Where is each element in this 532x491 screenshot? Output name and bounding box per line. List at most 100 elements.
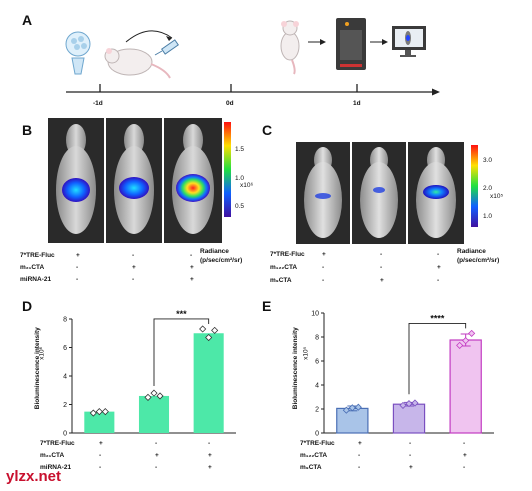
timeline-illustration [65,18,440,96]
d-ytick-label-1: 2 [63,402,67,409]
c-mark-3-1: - [322,277,325,284]
e-ylabel: Bioluminescence intensity [291,327,299,410]
d-ytick-label-3: 6 [63,345,67,352]
panel-letter-d: D [22,298,33,314]
e-row-label-1: 7*TRE-Fluc [300,440,335,447]
b-mark-1-1: + [76,252,80,259]
e-yunit: x10⁵ [302,346,310,360]
b-mark-3-3: + [190,276,194,283]
d-ytick-label-4: 8 [63,317,67,324]
e-ytick-label-3: 6 [315,359,319,366]
b-mark-1-3: - [190,252,193,259]
e-mark-2-2: - [409,452,412,459]
e-point-2-1 [399,401,407,409]
e-point-1-1 [342,406,350,414]
e-bar-2 [392,403,426,434]
panel-b-images [48,118,222,243]
b-mark-3-2: - [132,276,135,283]
mouse-b3 [172,124,214,234]
d-point-1-3 [101,408,109,416]
e-bar-3 [449,339,482,434]
mouse-b1 [56,124,96,234]
c-cbar-tick-3: 1.0 [483,213,493,220]
mouse-c1 [304,147,342,238]
d-bar-2 [138,395,170,433]
panel-c-images [296,142,464,244]
b-mark-1-2: - [132,252,135,259]
panel-letter-e: E [262,298,272,314]
d-significance-label: *** [176,309,187,319]
mouse-injection-icon [104,48,171,79]
b-row-label-2: m₂₁CTA [20,264,45,271]
e-ytick-label-0: 0 [315,431,319,438]
b-radiance-label-1: Radiance [200,248,229,255]
e-significance-bracket [408,322,467,395]
e-mark-1-2: - [409,440,412,447]
d-yunit: x10⁶ [38,346,46,360]
b-row-label-1: 7*TRE-Fluc [20,252,55,259]
mouse-b2 [114,124,154,234]
b-mark-2-1: - [76,264,79,271]
d-mark-3-1: - [99,464,102,471]
e-point-3-2 [462,337,470,345]
e-bar-1 [336,407,369,434]
panel-b-colorbar [224,122,231,217]
c-radiance-label-2: (p/sec/cm²/sr) [457,257,500,264]
d-point-1-1 [89,409,97,417]
d-point-2-2 [150,389,158,397]
e-mark-1-1: + [358,440,362,447]
panel-c-colorbar [471,145,478,227]
c-row-label-3: m₉CTA [270,277,292,284]
d-point-3-3 [211,326,219,334]
d-bar-1 [84,411,115,433]
panel-letter-a: A [22,12,33,28]
e-ytick-label-5: 10 [311,311,319,318]
d-mark-1-2: - [155,440,158,447]
c-mark-2-3: + [437,264,441,271]
d-row-label-3: miRNA-21 [40,464,72,471]
d-mark-2-1: - [99,452,102,459]
e-significance-label: **** [430,313,445,323]
c-mark-3-2: + [380,277,384,284]
mouse-c2 [360,147,398,238]
e-row-label-2: m₁₂₂CTA [300,452,328,459]
d-mark-2-2: + [155,452,159,459]
c-radiance-label-1: Radiance [457,248,486,255]
b-mark-2-2: + [132,264,136,271]
syringe-icon [154,39,179,56]
d-significance-bracket [153,318,210,386]
b-row-label-3: miRNA-21 [20,276,52,283]
injection-arrow [125,30,173,43]
e-ytick-label-4: 8 [315,335,319,342]
d-row-label-2: m₂₁CTA [40,452,65,459]
c-mark-3-3: - [437,277,440,284]
c-mark-1-3: - [437,251,440,258]
d-mark-3-3: + [208,464,212,471]
e-point-1-3 [354,403,362,411]
d-mark-1-1: + [99,440,103,447]
chart-e: 0 2 4 6 8 10 **** [311,311,494,438]
imaging-machine-icon [336,18,366,70]
panel-letter-c: C [262,122,273,138]
d-ytick-label-2: 4 [63,374,67,381]
e-ytick-label-2: 4 [315,383,319,390]
b-mark-3-1: - [76,276,79,283]
b-radiance-label-2: (p/sec/cm²/sr) [200,257,243,264]
e-mark-3-1: - [358,464,361,471]
e-point-3-3 [468,329,476,337]
c-cbar-tick-1: 3.0 [483,157,493,164]
e-mark-3-3: - [463,464,466,471]
mouse-standing-icon [280,20,300,75]
e-mark-1-3: - [463,440,466,447]
d-mark-1-3: - [208,440,211,447]
c-row-label-2: m₁₂₂CTA [270,264,298,271]
c-cbar-tick-2: 2.0 [483,185,493,192]
e-ytick-label-1: 2 [315,407,319,414]
c-cbar-unit: x10⁵ [490,193,504,200]
e-row-label-3: m₉CTA [300,464,322,471]
e-point-2-3 [411,399,419,407]
e-mark-2-3: + [463,452,467,459]
d-mark-3-2: - [155,464,158,471]
d-mark-2-3: + [208,452,212,459]
chart-d: 0 2 4 6 8 *** [63,309,236,438]
